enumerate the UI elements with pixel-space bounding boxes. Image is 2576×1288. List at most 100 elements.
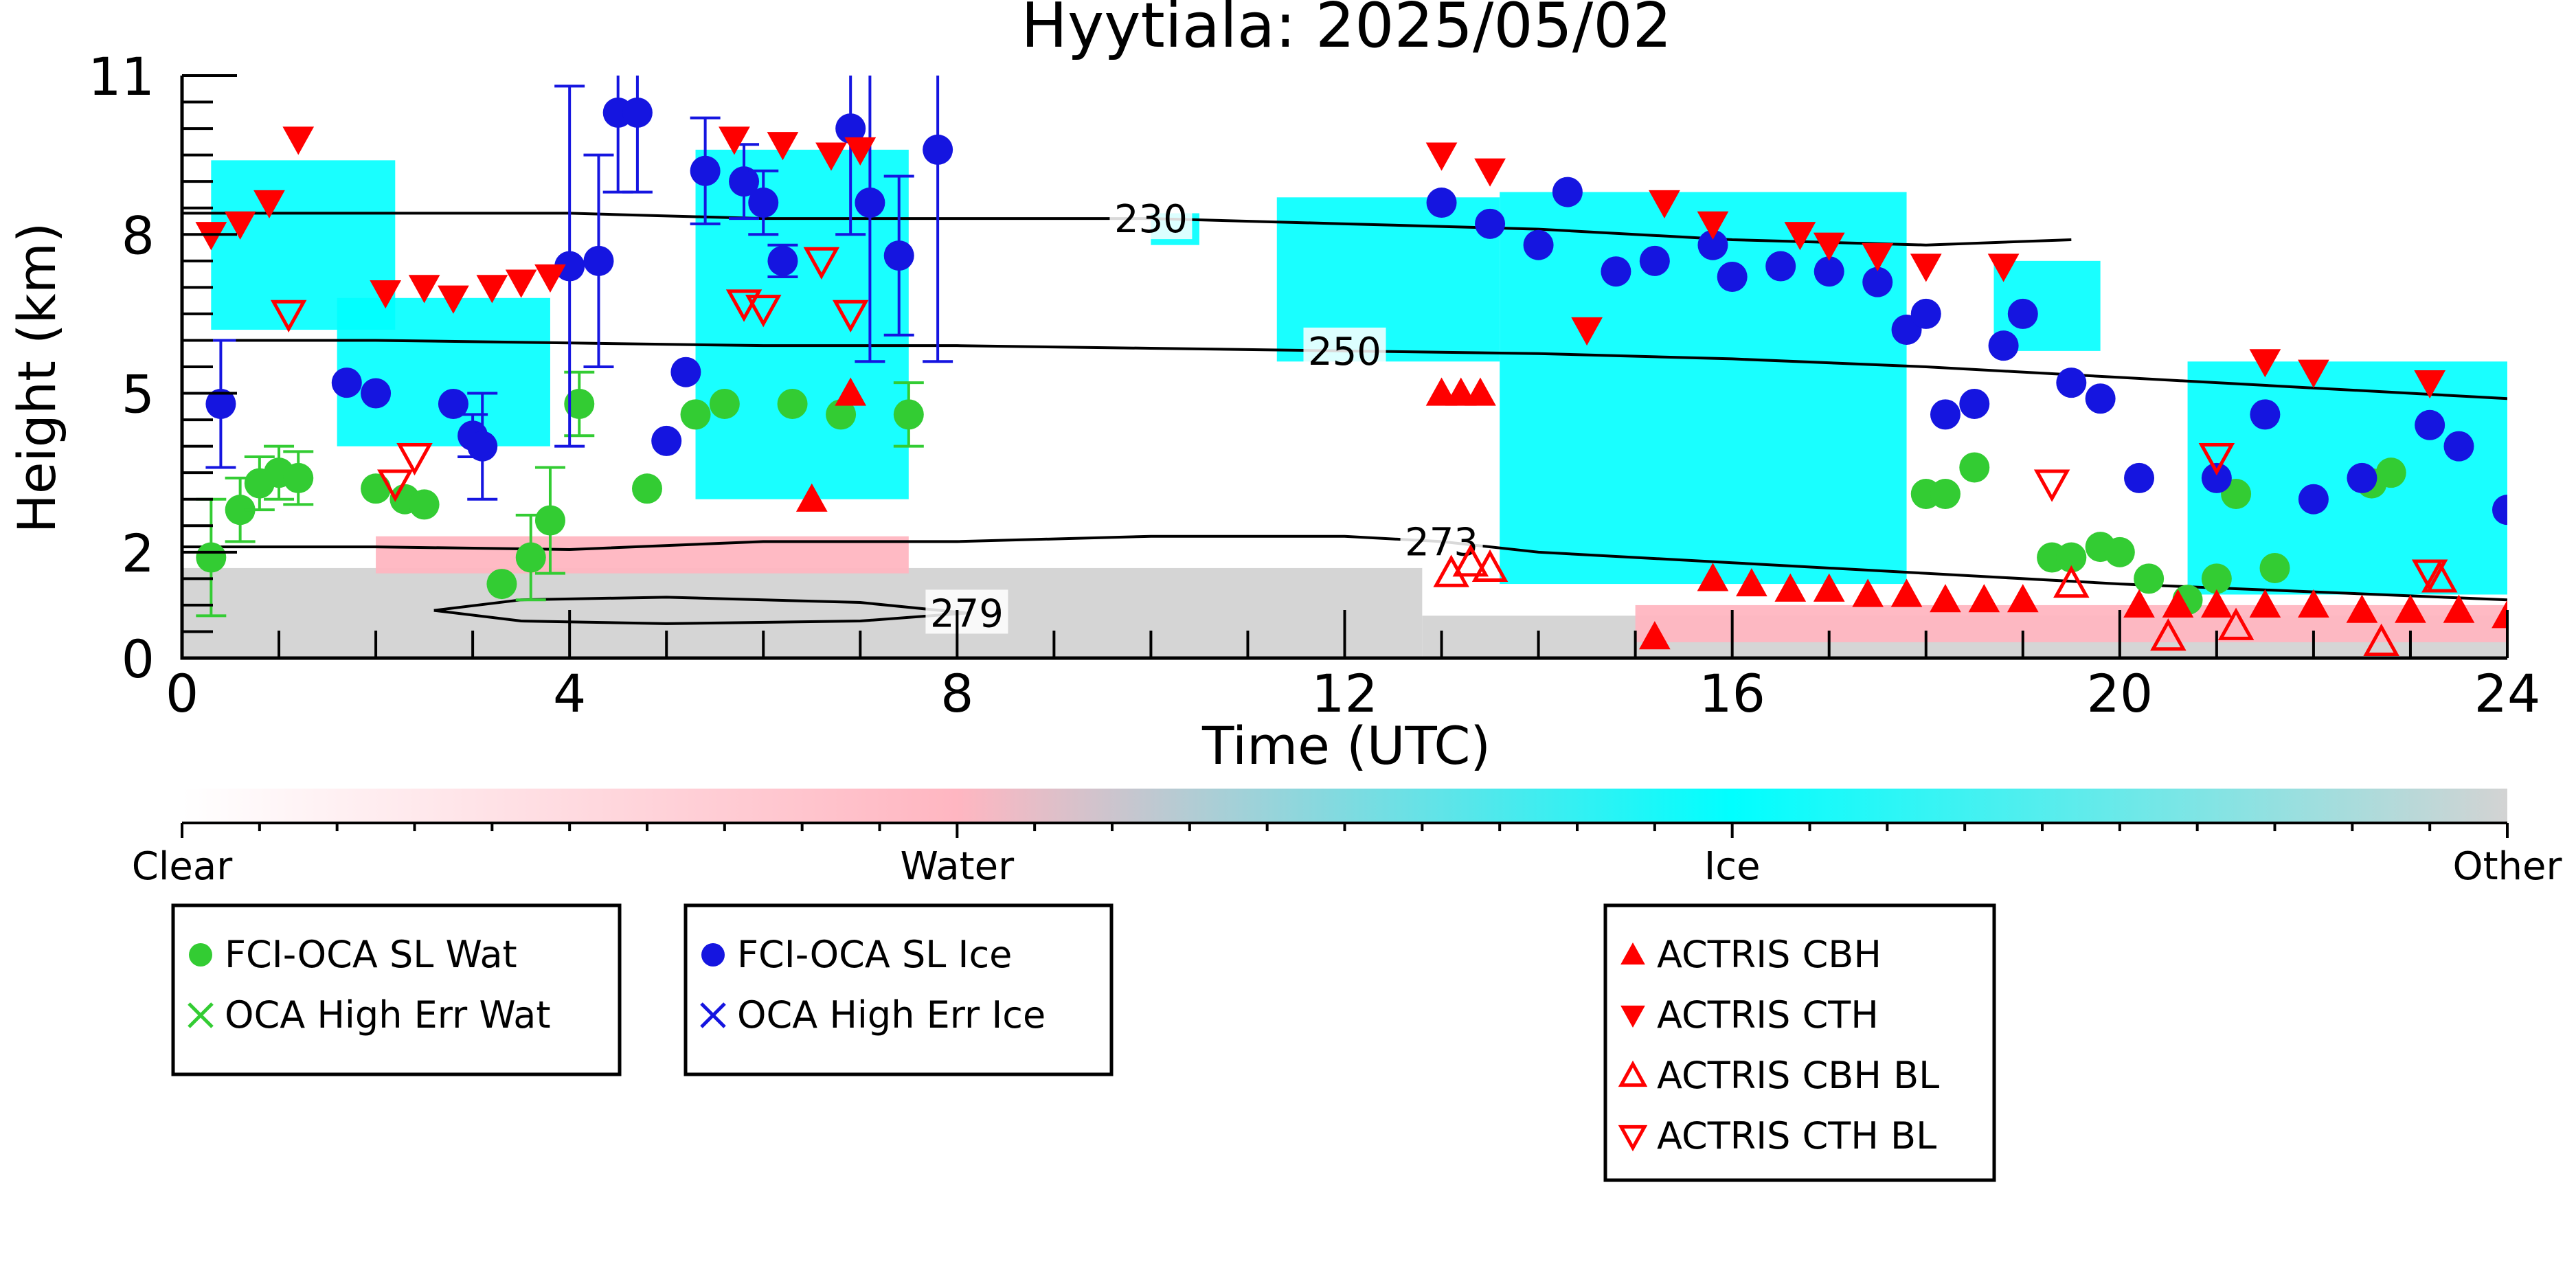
fci-oca-sl-ice-point	[1601, 256, 1631, 287]
actris-cbh-point	[2123, 589, 2155, 618]
actris-cth-point	[719, 126, 750, 155]
fci-oca-sl-ice-point	[1988, 330, 2019, 361]
actris-cth-point	[1784, 222, 1816, 251]
x-tick-label: 8	[940, 663, 973, 724]
actris-cbh-bl-point	[2217, 607, 2255, 640]
actris-cbh-point	[2492, 600, 2507, 629]
fci-oca-sl-ice-point	[2415, 409, 2445, 440]
legend-label: ACTRIS CTH	[1657, 993, 1879, 1037]
actris-cbh-bl-point	[1471, 549, 1509, 583]
legend-marker	[189, 943, 212, 967]
fci-oca-sl-ice-point	[467, 431, 498, 462]
fci-oca-sl-ice-point	[622, 97, 653, 128]
actris-cbh-point	[795, 483, 828, 512]
actris-cbh-point	[1638, 621, 1671, 650]
actris-cth-point	[1425, 142, 1458, 171]
fci-oca-sl-ice-point	[767, 245, 798, 276]
fci-oca-sl-ice-point	[923, 134, 953, 165]
fci-oca-sl-ice-point	[1765, 251, 1796, 282]
plot-area: 230 250 273 279	[182, 76, 2507, 658]
fci-oca-sl-ice-point	[729, 166, 760, 197]
fci-oca-sl-ice-point	[1639, 245, 1670, 276]
actris-cbh-point	[1465, 377, 1496, 406]
fci-oca-sl-wat-point	[2056, 542, 2087, 573]
contour-label: 230	[1114, 197, 1188, 242]
legend-marker	[1618, 1125, 1648, 1152]
fci-oca-sl-ice-point	[1523, 229, 1554, 260]
fci-oca-sl-ice-point	[2298, 484, 2329, 515]
x-tick-label: 0	[166, 663, 199, 724]
actris-cbh-point	[1930, 584, 1961, 613]
actris-cbh-point	[2201, 589, 2233, 618]
actris-cbh-point	[1697, 563, 1729, 591]
legend-label: FCI-OCA SL Ice	[737, 933, 1012, 976]
legend-marker	[1620, 942, 1645, 965]
colorbar-label: Ice	[1704, 844, 1761, 889]
x-tick-label: 20	[2086, 663, 2153, 724]
actris-cbh-bl-point	[2053, 565, 2090, 598]
actris-cbh-point	[2007, 584, 2039, 613]
legend-box	[1603, 903, 1996, 1182]
actris-cbh-point	[1425, 377, 1458, 406]
actris-cth-point	[1987, 253, 2020, 282]
actris-cth-point	[408, 275, 440, 304]
actris-cbh-bl-point	[2150, 618, 2187, 651]
x-tick-label: 12	[1311, 663, 1378, 724]
y-tick-label: 11	[88, 46, 155, 107]
actris-cth-point	[2249, 349, 2281, 378]
fci-oca-sl-wat-point	[225, 495, 256, 526]
contour-label: 273	[1405, 520, 1478, 565]
actris-cbh-point	[2443, 594, 2475, 623]
legend-label: ACTRIS CBH	[1657, 933, 1882, 976]
contour-label: 279	[930, 591, 1004, 636]
fci-oca-sl-wat-point	[486, 569, 517, 600]
cloud-class-region	[182, 567, 1423, 658]
fci-oca-sl-ice-point	[2124, 462, 2155, 493]
actris-cth-point	[2298, 359, 2329, 388]
y-tick-label: 2	[122, 523, 155, 584]
fci-oca-sl-ice-point	[1697, 229, 1728, 260]
actris-cth-bl-point	[2033, 469, 2070, 502]
fci-oca-sl-ice-point	[883, 240, 914, 271]
temperature-contour-273	[182, 534, 2507, 602]
actris-cth-point	[815, 142, 847, 171]
fci-oca-sl-ice-point	[748, 188, 779, 218]
fci-oca-sl-wat-point	[2134, 563, 2165, 594]
legend-label: OCA High Err Ice	[737, 993, 1046, 1037]
fci-oca-sl-wat-point	[2375, 457, 2406, 488]
legend-label: FCI-OCA SL Wat	[225, 933, 517, 976]
actris-cth-bl-point	[2411, 559, 2448, 592]
actris-cth-point	[1571, 317, 1603, 346]
fci-oca-sl-ice-point	[1862, 267, 1893, 297]
actris-cbh-point	[1736, 568, 1767, 597]
contour-label: 250	[1308, 330, 1381, 374]
fci-oca-sl-ice-point	[835, 113, 866, 144]
fci-oca-sl-ice-point	[2007, 298, 2038, 329]
fci-oca-sl-ice-point	[554, 251, 585, 282]
fci-oca-sl-wat-point	[777, 388, 808, 419]
legend: FCI-OCA SL Wat OCA High Err Wat FCI-OCA SL…	[171, 903, 1996, 1182]
x-tick-label: 16	[1699, 663, 1765, 724]
actris-cbh-point	[2298, 589, 2329, 618]
contour-label-bg	[1303, 327, 1386, 372]
actris-cth-point	[195, 222, 227, 251]
actris-cth-point	[253, 190, 285, 219]
error-bar	[923, 76, 953, 363]
legend-marker	[188, 1002, 214, 1028]
x-tick-label: 24	[2474, 663, 2541, 724]
actris-cth-point	[438, 285, 469, 314]
fci-oca-sl-wat-point	[361, 473, 392, 504]
actris-cth-bl-point	[270, 300, 307, 333]
actris-cth-bl-point	[832, 300, 869, 333]
axes: 0 2 5 8 11 0 4 8 12 16 20 24	[88, 46, 2540, 724]
actris-cth-point	[370, 280, 402, 309]
fci-oca-sl-wat-point	[826, 399, 857, 430]
fci-oca-sl-ice-point	[651, 425, 682, 456]
actris-cth-point	[1474, 158, 1506, 187]
actris-cbh-bl-point	[2421, 560, 2458, 593]
actris-cth-point	[1697, 211, 1729, 240]
actris-cbh-point	[2162, 589, 2194, 618]
fci-oca-sl-wat-point	[409, 489, 440, 520]
actris-cth-point	[844, 137, 877, 166]
fci-oca-sl-wat-point	[632, 473, 662, 504]
